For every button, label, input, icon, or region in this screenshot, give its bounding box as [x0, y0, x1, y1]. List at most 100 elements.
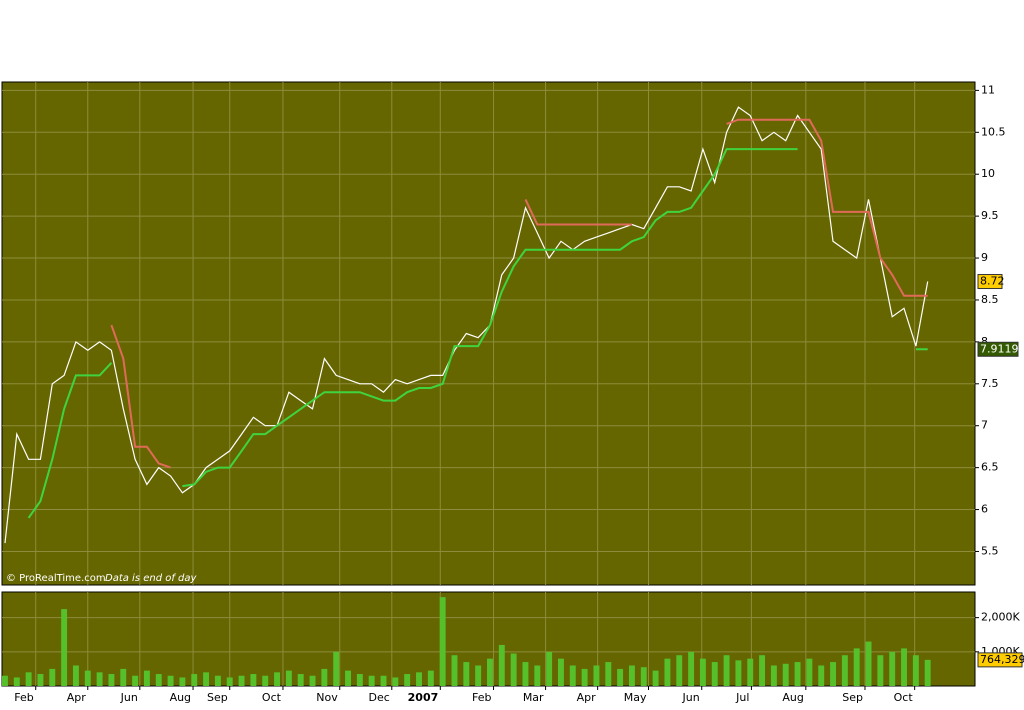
y-tick-label: 11	[981, 83, 995, 96]
volume-bar	[475, 665, 482, 686]
volume-bar	[510, 653, 517, 686]
volume-bar	[203, 672, 210, 686]
price-line	[4, 106, 929, 544]
y-tick-label: 10	[981, 167, 995, 180]
x-tick-label: May	[624, 691, 647, 704]
volume-bar	[593, 665, 600, 686]
volume-bar	[285, 670, 292, 686]
y-tick-label: 7	[981, 419, 988, 432]
y-tick-label: 7.5	[981, 377, 999, 390]
y-tick-label: 6	[981, 503, 988, 516]
y-tick-label: 9.5	[981, 209, 999, 222]
stop-line	[27, 148, 928, 519]
volume-bar	[84, 670, 91, 686]
volume-bar	[664, 658, 671, 686]
volume-bar	[37, 674, 44, 686]
volume-bar	[912, 655, 919, 686]
volume-bar	[853, 648, 860, 686]
value-box	[977, 341, 1019, 357]
note: Data is end of day	[105, 573, 198, 584]
volume-bar	[392, 677, 399, 686]
value-box-label: 7.9119	[980, 342, 1019, 355]
volume-bar	[404, 674, 411, 686]
x-tick-label: Mar	[523, 691, 544, 704]
price-panel	[1, 81, 976, 586]
volume-bar	[487, 658, 493, 686]
volume-bar	[333, 651, 340, 686]
stop-line	[110, 118, 928, 469]
volume-bar	[830, 662, 836, 686]
x-tick-label: Jun	[682, 691, 700, 704]
volume-bar	[877, 655, 884, 686]
volume-bar	[699, 658, 706, 686]
volume-bar	[380, 675, 387, 686]
volume-bar	[439, 597, 446, 686]
volume-bar	[49, 668, 56, 686]
x-tick-label: Sep	[207, 691, 228, 704]
x-tick-label: Oct	[894, 691, 914, 704]
volume-bar	[558, 658, 564, 686]
volume-bar	[297, 674, 304, 686]
volume-bar	[901, 648, 907, 686]
x-tick-label: Feb	[472, 691, 491, 704]
labels: Feb Apr Jun Aug Sep Oct Nov Dec 2007 Feb Mar Apr May…	[14, 83, 1024, 704]
x-tick-label: Oct	[262, 691, 282, 704]
volume-bar	[72, 665, 79, 686]
volume-bar	[356, 674, 363, 686]
x-tick-label: Sep	[842, 691, 863, 704]
volume-bar	[108, 674, 115, 686]
volume-bar	[132, 675, 139, 686]
x-tick-label: 2007	[408, 691, 439, 704]
volume-bar	[262, 675, 269, 686]
marks	[2, 106, 931, 686]
volume-bar	[628, 665, 635, 686]
x-tick-label: Dec	[368, 691, 389, 704]
value-box	[977, 652, 1023, 668]
volume-bar	[581, 668, 588, 686]
value-box-label: 764,329	[980, 653, 1024, 666]
volume-bar	[806, 658, 813, 686]
volume-bar	[238, 675, 245, 686]
volume-bar	[368, 675, 375, 686]
value-box	[977, 274, 1003, 290]
volume-bar	[676, 655, 683, 686]
volume-bar	[652, 670, 659, 686]
y-tick-label: 8	[981, 335, 988, 348]
volume-bar	[759, 655, 766, 686]
x-tick-label: Aug	[170, 691, 191, 704]
watermark: © ProRealTime.com	[6, 573, 106, 584]
y-tick-label: 8.5	[981, 293, 999, 306]
volume-bar	[25, 672, 32, 686]
volume-bar	[143, 670, 150, 686]
volume-bar	[13, 677, 20, 686]
volume-bar	[522, 662, 529, 686]
volume-bar	[451, 655, 458, 686]
volume-bar	[96, 672, 103, 686]
volume-bar	[274, 672, 280, 686]
volume-bar	[2, 675, 8, 686]
volume-bar	[61, 609, 68, 686]
volume-bar	[782, 663, 789, 686]
x-tick-label: Apr	[577, 691, 597, 704]
volume-bar	[818, 665, 825, 686]
volume-bar	[191, 674, 198, 686]
volume-bar	[735, 660, 742, 686]
volume-bar	[534, 665, 541, 686]
volume-bar	[841, 655, 848, 686]
volume-bar	[120, 668, 127, 686]
grid	[2, 82, 975, 686]
volume-bar	[427, 670, 434, 686]
volume-bar	[226, 677, 233, 686]
x-tick-label: Apr	[67, 691, 87, 704]
volume-bar	[711, 662, 718, 686]
y-tick-label: 6.5	[981, 461, 999, 474]
volume-bar	[747, 658, 754, 686]
x-tick-label: Feb	[14, 691, 33, 704]
volume-bar	[688, 651, 695, 686]
volume-bar	[617, 668, 624, 686]
volume-bar	[924, 659, 931, 686]
volume-bar	[723, 655, 730, 686]
x-tick-label: Nov	[316, 691, 338, 704]
volume-bar	[569, 665, 576, 686]
volume-bar	[167, 675, 174, 686]
